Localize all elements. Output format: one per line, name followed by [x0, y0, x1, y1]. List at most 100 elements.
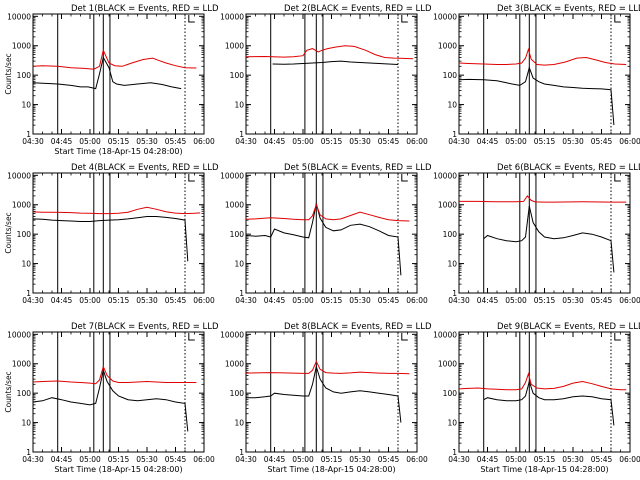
plot-frame: [458, 172, 631, 294]
y-tick-label: 10: [447, 419, 457, 428]
lld-series-line: [32, 48, 197, 70]
lld-series-line: [245, 203, 410, 222]
x-tick-label: 05:30: [562, 455, 584, 464]
x-tick-label: 05:45: [378, 137, 400, 146]
corner-marker: [614, 333, 621, 341]
corner-marker: [614, 174, 621, 182]
y-tick-label: 10000: [7, 171, 31, 180]
events-series-line: [483, 379, 615, 426]
y-axis-label: Counts/sec: [4, 371, 13, 412]
y-tick-label: 1: [26, 289, 31, 298]
x-axis-label: Start Time (18-Apr-15 04:28:00): [480, 465, 608, 474]
x-tick-label: 04:30: [448, 137, 470, 146]
panel-title: Det 6(BLACK = Events, RED = LLD: [497, 163, 640, 173]
x-tick-label: 04:30: [235, 296, 257, 305]
y-tick-label: 10000: [433, 171, 457, 180]
plot-frame: [245, 172, 418, 294]
x-tick-label: 05:15: [534, 455, 556, 464]
x-tick-label: 05:00: [505, 455, 527, 464]
x-tick-label: 06:00: [619, 296, 640, 305]
y-axis-label: Counts/sec: [4, 212, 13, 253]
y-tick-label: 1: [452, 448, 457, 457]
x-tick-label: 04:45: [264, 455, 286, 464]
y-tick-label: 1000: [225, 201, 244, 210]
x-tick-label: 04:45: [264, 137, 286, 146]
y-tick-label: 10: [234, 260, 244, 269]
x-tick-label: 05:30: [562, 296, 584, 305]
y-tick-label: 100: [230, 71, 245, 80]
y-tick-label: 1: [26, 130, 31, 139]
x-tick-label: 04:30: [235, 137, 257, 146]
y-tick-label: 10000: [7, 330, 31, 339]
x-tick-label: 06:00: [619, 137, 640, 146]
y-tick-label: 10000: [220, 330, 244, 339]
y-tick-label: 100: [443, 230, 458, 239]
y-tick-label: 10000: [7, 12, 31, 21]
y-axis-label: Counts/sec: [4, 53, 13, 94]
x-tick-label: 05:00: [79, 296, 101, 305]
lld-series-line: [32, 206, 201, 215]
lld-series-line: [245, 45, 414, 60]
y-tick-label: 100: [17, 71, 32, 80]
y-tick-label: 1000: [12, 360, 31, 369]
x-tick-label: 06:00: [406, 455, 428, 464]
y-tick-label: 1000: [225, 42, 244, 51]
events-series-line: [32, 216, 189, 262]
y-tick-label: 1000: [438, 201, 457, 210]
y-tick-label: 100: [443, 389, 458, 398]
y-tick-label: 10000: [433, 12, 457, 21]
x-axis-label: Start Time (18-Apr-15 04:28:00): [54, 465, 182, 474]
x-tick-label: 05:00: [505, 137, 527, 146]
x-axis-label: Start Time (18-Apr-15 04:28:00): [54, 147, 182, 156]
y-tick-label: 10: [21, 101, 31, 110]
detector-panel-4: Det 4(BLACK = Events, RED = LLD 1 10 100 100…: [4, 163, 219, 305]
x-tick-label: 05:00: [292, 296, 314, 305]
detector-panel-5: Det 5(BLACK = Events, RED = LLD 1 10 100 100…: [220, 163, 432, 305]
x-tick-label: 05:45: [591, 455, 613, 464]
y-tick-label: 1000: [12, 201, 31, 210]
y-tick-label: 100: [230, 230, 245, 239]
x-tick-label: 06:00: [406, 296, 428, 305]
x-tick-label: 05:15: [534, 296, 556, 305]
panel-title: Det 1(BLACK = Events, RED = LLD: [71, 4, 219, 14]
x-tick-label: 04:30: [22, 455, 44, 464]
x-tick-label: 04:45: [264, 296, 286, 305]
panel-title: Det 7(BLACK = Events, RED = LLD: [71, 322, 219, 332]
y-tick-label: 100: [17, 230, 32, 239]
x-tick-label: 04:30: [448, 455, 470, 464]
x-tick-label: 06:00: [193, 137, 215, 146]
x-tick-label: 04:45: [477, 455, 499, 464]
x-tick-label: 04:45: [51, 296, 73, 305]
x-tick-label: 04:30: [235, 455, 257, 464]
y-tick-label: 10: [447, 260, 457, 269]
y-tick-label: 10000: [220, 12, 244, 21]
x-tick-label: 04:30: [22, 296, 44, 305]
x-tick-label: 05:45: [378, 296, 400, 305]
detector-panel-9: Det 9(BLACK = Events, RED = LLD 1 10 100 100…: [433, 322, 640, 474]
corner-marker: [188, 333, 195, 341]
x-tick-label: 05:15: [108, 296, 130, 305]
x-tick-label: 06:00: [619, 455, 640, 464]
x-tick-label: 05:30: [562, 137, 584, 146]
x-tick-label: 05:00: [292, 455, 314, 464]
x-tick-label: 05:00: [79, 137, 101, 146]
x-tick-label: 05:45: [591, 137, 613, 146]
y-tick-label: 10: [234, 101, 244, 110]
lld-series-line: [458, 47, 627, 66]
panel-title: Det 8(BLACK = Events, RED = LLD: [284, 322, 432, 332]
x-tick-label: 06:00: [193, 455, 215, 464]
y-tick-label: 1: [452, 289, 457, 298]
events-series-line: [483, 205, 615, 273]
y-tick-label: 1000: [438, 42, 457, 51]
panel-title: Det 5(BLACK = Events, RED = LLD: [284, 163, 432, 173]
y-tick-label: 1: [239, 289, 244, 298]
x-tick-label: 05:15: [321, 296, 343, 305]
panel-title: Det 9(BLACK = Events, RED = LLD: [497, 322, 640, 332]
x-tick-label: 05:00: [292, 137, 314, 146]
x-tick-label: 05:15: [108, 455, 130, 464]
y-tick-label: 1000: [225, 360, 244, 369]
corner-marker: [401, 333, 408, 341]
x-tick-label: 05:30: [136, 296, 158, 305]
x-tick-label: 05:45: [591, 296, 613, 305]
